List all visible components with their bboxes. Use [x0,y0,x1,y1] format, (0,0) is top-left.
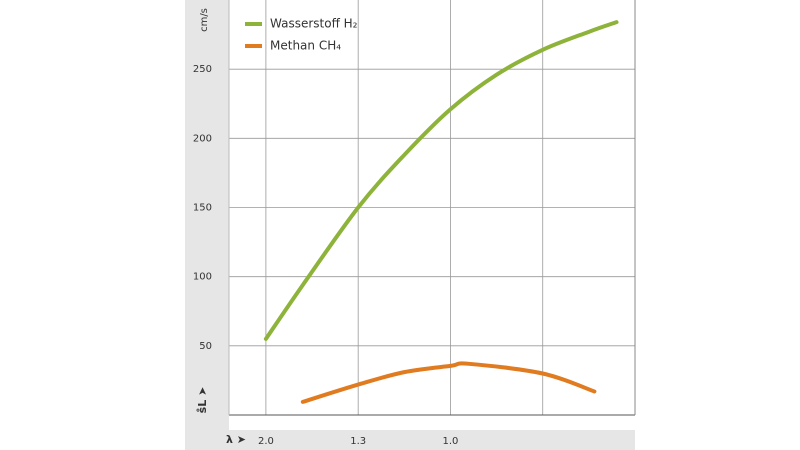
y-tick-label: 200 [193,133,212,144]
x-tick-label: 1.3 [350,436,366,447]
y-tick-label: 50 [199,341,212,352]
y-unit: cm/s [199,8,210,32]
y-tick-label: 150 [193,203,212,214]
legend-label: Methan CH₄ [270,39,341,53]
line [263,20,619,341]
x-axis-label: λ ➤ [226,433,246,446]
y-tick-label: 250 [193,64,212,75]
y-axis-panel [185,0,229,450]
x-tick-label: 2.0 [258,436,274,447]
y-tick-label: 100 [193,272,212,283]
line [300,361,597,404]
x-axis-panel [185,430,635,450]
legend-label: Wasserstoff H₂ [270,17,358,31]
y-axis-label: s̊L ➤ [196,387,209,414]
x-tick-label: 1.0 [443,436,459,447]
